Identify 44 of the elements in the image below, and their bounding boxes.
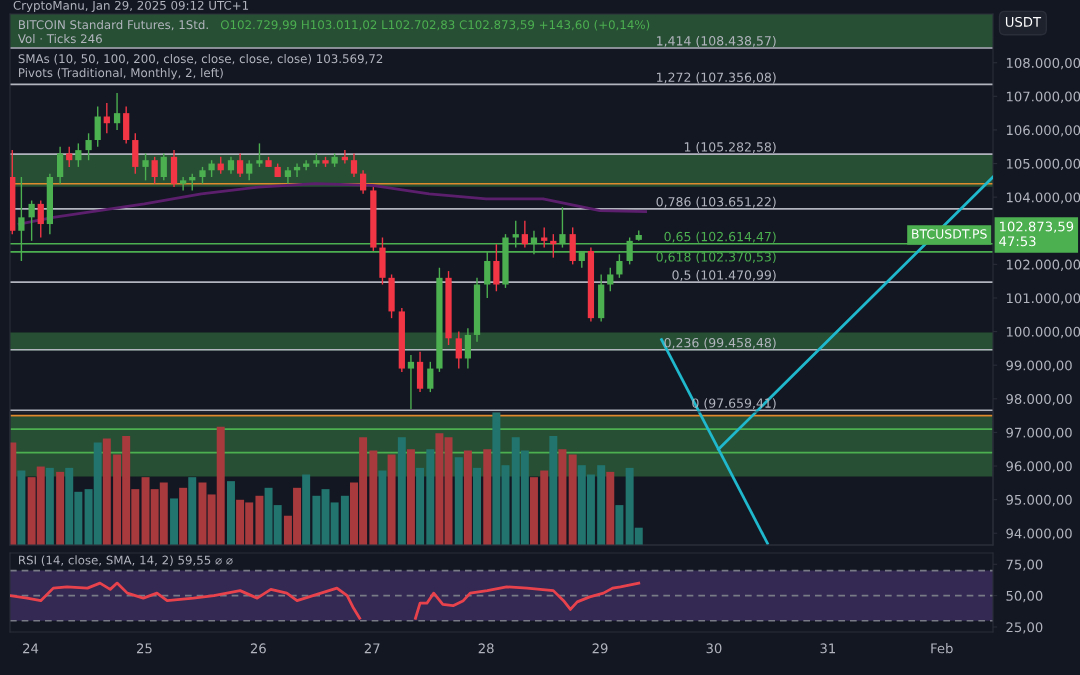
annotation: Pivots (Traditional, Monthly, 2, left) [19,68,223,80]
x-tick-label: 27 [364,643,380,654]
ref-line-label: 0,65 (102.614,47) [664,231,776,243]
y-tick-label: 75,00 [1006,559,1043,571]
y-tick-label: 107.000,00 [1006,91,1080,103]
y-tick-label: 106.000,00 [1006,125,1080,137]
y-tick-label: 104.000,00 [1006,192,1080,204]
annotation: BTCUSDT.PS [912,229,987,239]
annotation: O102.729,99 H103.011,02 L102.702,83 C102.873,59 +143,60 (+0,14%) [220,20,650,31]
chart-subtitle: BITCOIN Standard Futures, 1Std. [19,20,208,31]
x-tick-label: 30 [706,643,722,654]
x-tick-label: 31 [820,643,836,654]
x-tick-label: 28 [478,643,494,654]
y-tick-label: 99.000,00 [1006,360,1072,372]
chart-title: CryptoManu, Jan 29, 2025 09:12 UTC+1 [13,0,249,13]
ref-line-label: 1,272 (107.356,08) [657,72,776,84]
y-tick-label: 98.000,00 [1006,394,1072,406]
y-tick-label: 108.000,00 [1006,57,1080,70]
ref-line-label: 1 (105.282,58) [684,141,776,154]
y-tick-label: 94.000,00 [1006,528,1072,540]
ref-line-label: 0,5 (101.470,99) [672,270,776,282]
text: 102.873,59 47:53 [999,221,1074,247]
y-axis-title: USDT [1005,16,1042,27]
x-tick-label: 26 [250,643,266,654]
ref-line-label: 0,236 (99.458,48) [664,337,776,349]
x-tick-label: 29 [592,643,608,654]
x-tick-label: 25 [136,643,152,654]
ref-line-label: 1,414 (108.438,57) [657,35,776,48]
y-tick-label: 25,00 [1006,622,1043,634]
annotation: Vol · Ticks 246 [17,34,102,44]
y-tick-label: 100.000,00 [1006,326,1080,339]
y-tick-label: 96.000,00 [1006,461,1072,473]
x-tick-label: 24 [23,643,39,654]
ref-line-label: 0,618 (102.370,53) [656,251,776,264]
x-tick-label: Feb [931,643,953,654]
y-tick-label: 105.000,00 [1006,158,1080,171]
annotation: SMAs (10, 50, 100, 200, close, close, close, close) 103.569,72 [18,54,383,65]
ref-line-label: 0,786 (103.651,22) [656,196,776,208]
y-tick-label: 102.000,00 [1006,259,1080,271]
y-tick-label: 101.000,00 [1006,293,1080,305]
y-tick-label: 97.000,00 [1006,427,1072,439]
y-tick-label: 95.000,00 [1006,494,1072,507]
chart-title: RSI (14, close, SMA, 14, 2) 59,55 ⌀ ⌀ [19,555,233,566]
y-tick-label: 50,00 [1006,590,1043,603]
